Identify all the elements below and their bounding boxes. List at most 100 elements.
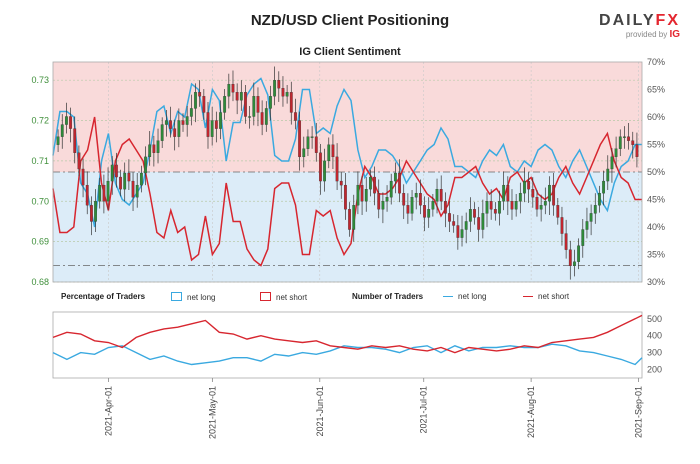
candle-body-80: [389, 180, 393, 198]
legend-line-long: [443, 296, 453, 297]
percent-line-net-long: [52, 77, 642, 228]
candle-body-129: [593, 205, 597, 214]
chart-title: NZD/USD Client Positioning: [250, 12, 450, 29]
candle-body-63: [319, 152, 322, 182]
candle-body-92: [439, 189, 443, 202]
price-candles: [56, 66, 639, 280]
candle-body-79: [385, 197, 389, 202]
candle-body-29: [177, 120, 181, 137]
candle-body-108: [506, 184, 510, 202]
candle-body-45: [244, 92, 247, 117]
candle-body-104: [489, 201, 493, 210]
candle-body-66: [331, 144, 335, 158]
price-tick-label-1: 0.69: [31, 237, 49, 247]
candle-body-51: [269, 96, 272, 109]
percent-tick-label-8: 70%: [647, 57, 665, 67]
candle-body-54: [281, 88, 285, 97]
percent-lines: [52, 77, 642, 267]
candle-body-34: [198, 92, 202, 97]
candle-body-43: [235, 92, 239, 101]
candle-body-106: [498, 201, 501, 214]
candle-body-123: [568, 249, 572, 267]
brand-caption: provided by IG: [625, 29, 680, 40]
candle-body-112: [523, 180, 526, 194]
candle-body-110: [514, 201, 518, 210]
traders-line-net-long: [52, 343, 643, 366]
sentiment-zones: [53, 62, 642, 282]
candle-body-100: [473, 209, 476, 218]
candle-body-122: [564, 233, 568, 250]
candle-body-52: [273, 80, 277, 97]
x-tick-label-1: 2021-May-01: [207, 386, 217, 439]
candle-body-74: [364, 189, 368, 202]
candle-body-40: [223, 96, 227, 113]
candle-body-28: [173, 128, 177, 137]
traders-tick-label-1: 300: [647, 348, 662, 358]
candle-body-39: [219, 112, 222, 129]
main-plot-frame: [52, 61, 643, 283]
candle-body-113: [527, 180, 531, 190]
candle-body-136: [623, 136, 626, 138]
candle-body-72: [356, 184, 360, 206]
candle-body-87: [418, 193, 422, 206]
candle-body-62: [314, 136, 318, 153]
candle-body-99: [468, 209, 472, 222]
percent-line-net-short: [52, 116, 642, 267]
candle-body-138: [631, 140, 635, 145]
candle-body-114: [531, 189, 535, 198]
candle-body-7: [85, 184, 89, 206]
candle-body-27: [169, 120, 172, 129]
candle-body-49: [260, 112, 264, 125]
percent-tick-label-7: 65%: [647, 85, 665, 95]
candle-body-115: [535, 197, 539, 210]
net-short-zone: [53, 62, 642, 172]
percent-tick-label-0: 30%: [647, 277, 665, 287]
candle-body-2: [65, 116, 68, 125]
candle-body-46: [248, 116, 252, 118]
candle-body-57: [294, 112, 297, 121]
candle-body-89: [427, 209, 431, 218]
candle-body-88: [423, 205, 426, 218]
percent-tick-label-4: 50%: [647, 167, 665, 177]
candle-body-126: [581, 229, 585, 246]
candle-body-73: [360, 184, 364, 202]
candle-body-21: [144, 156, 147, 174]
candle-body-116: [539, 205, 543, 210]
candle-body-90: [431, 201, 435, 210]
candle-body-117: [543, 201, 547, 206]
candle-body-68: [339, 180, 343, 186]
candle-body-31: [185, 116, 189, 125]
candle-body-127: [585, 221, 589, 230]
candle-body-5: [77, 152, 81, 170]
candle-body-125: [577, 245, 581, 262]
candle-body-19: [135, 184, 139, 198]
candle-body-82: [398, 172, 401, 194]
candle-body-120: [556, 205, 560, 218]
percent-tick-label-3: 45%: [647, 195, 665, 205]
candle-body-24: [156, 140, 160, 153]
legend-number-net-long: net long: [443, 292, 486, 301]
candle-body-23: [152, 144, 156, 153]
candle-body-76: [373, 176, 376, 194]
candle-body-134: [614, 148, 618, 158]
candle-body-17: [127, 172, 131, 182]
legend-number-net-short: net short: [523, 292, 569, 301]
candle-body-130: [598, 193, 601, 206]
traders-tick-label-0: 200: [647, 365, 662, 375]
candle-body-36: [206, 112, 210, 137]
chart-subtitle: IG Client Sentiment: [299, 46, 401, 58]
candle-body-44: [239, 92, 243, 101]
candle-body-64: [323, 160, 326, 182]
candle-body-78: [381, 201, 385, 210]
candle-body-81: [393, 172, 397, 182]
candle-body-101: [477, 217, 481, 230]
candle-body-132: [606, 168, 610, 182]
candle-body-61: [310, 136, 314, 138]
candle-body-139: [635, 144, 639, 158]
candle-body-98: [464, 221, 468, 230]
legend-line-short: [523, 296, 533, 297]
candle-body-53: [277, 80, 281, 89]
candle-body-70: [348, 209, 351, 230]
candle-body-22: [148, 144, 152, 158]
candle-body-97: [460, 229, 464, 238]
